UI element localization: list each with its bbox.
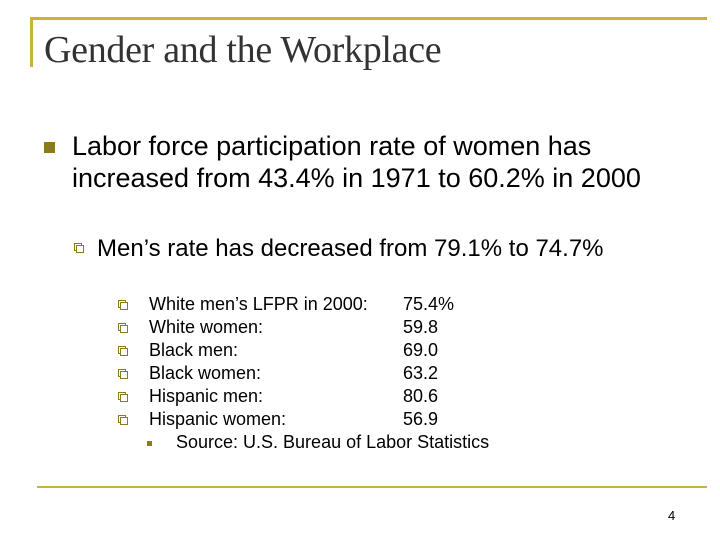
checkbox-bullet-icon: [74, 243, 84, 253]
rate-value: 80.6: [403, 386, 439, 406]
rate-label: Hispanic men:: [149, 386, 264, 406]
rate-label: White men’s LFPR in 2000:: [149, 294, 368, 314]
rate-label: Black women:: [149, 363, 262, 383]
checkbox-bullet-icon: [118, 300, 128, 310]
rate-value: 63.2: [403, 363, 439, 383]
slide-title: Gender and the Workplace: [44, 29, 442, 71]
checkbox-bullet-icon: [118, 346, 128, 356]
checkbox-bullet-icon: [118, 392, 128, 402]
checkbox-bullet-icon: [118, 369, 128, 379]
frame-bottom-line: [37, 486, 707, 488]
checkbox-bullet-icon: [118, 323, 128, 333]
source-text: Source: U.S. Bureau of Labor Statistics: [176, 432, 490, 452]
rate-value: 75.4%: [403, 294, 455, 314]
rate-label: Hispanic women:: [149, 409, 287, 429]
rate-label: Black men:: [149, 340, 239, 360]
square-bullet-icon: [44, 142, 55, 153]
page-number: 4: [668, 508, 676, 523]
bullet-men-rate: Men’s rate has decreased from 79.1% to 7…: [97, 235, 604, 262]
rate-label: White women:: [149, 317, 264, 337]
frame-left-line: [30, 17, 33, 67]
bullet-women-participation: Labor force participation rate of women …: [72, 131, 641, 193]
small-square-bullet-icon: [147, 441, 152, 446]
checkbox-bullet-icon: [118, 415, 128, 425]
rate-value: 59.8: [403, 317, 439, 337]
rate-value: 56.9: [403, 409, 439, 429]
rate-value: 69.0: [403, 340, 439, 360]
frame-top-line: [30, 17, 707, 20]
